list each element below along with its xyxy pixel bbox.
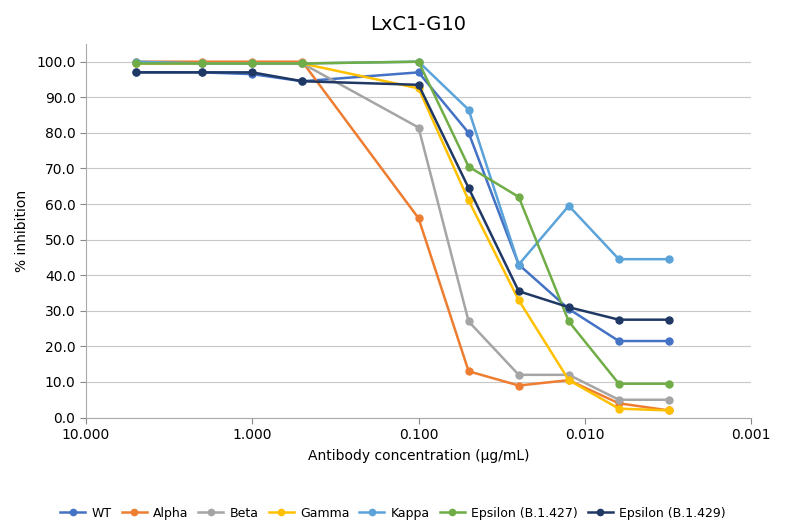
WT — [197, 69, 207, 75]
Epsilon (B.1.429) — [664, 316, 674, 323]
WT — [414, 69, 424, 75]
Alpha — [197, 58, 207, 65]
Alpha — [131, 58, 141, 65]
Gamma — [248, 61, 257, 67]
Gamma — [131, 61, 141, 67]
Epsilon (B.1.427) — [131, 61, 141, 67]
Beta — [614, 397, 623, 403]
Gamma — [197, 61, 207, 67]
Beta — [514, 372, 523, 378]
WT — [514, 261, 523, 268]
Kappa — [414, 58, 424, 65]
Epsilon (B.1.427) — [514, 194, 523, 200]
Epsilon (B.1.427) — [464, 164, 473, 170]
Kappa — [298, 61, 307, 67]
WT — [564, 306, 574, 312]
WT — [248, 71, 257, 78]
Epsilon (B.1.429) — [514, 288, 523, 294]
Epsilon (B.1.427) — [414, 58, 424, 65]
Beta — [248, 61, 257, 67]
Gamma — [564, 377, 574, 383]
Kappa — [564, 203, 574, 209]
Line: Epsilon (B.1.429): Epsilon (B.1.429) — [133, 69, 672, 323]
X-axis label: Antibody concentration (μg/mL): Antibody concentration (μg/mL) — [308, 449, 529, 463]
Epsilon (B.1.427) — [197, 61, 207, 67]
Beta — [414, 124, 424, 131]
Alpha — [514, 382, 523, 389]
Alpha — [614, 400, 623, 407]
Epsilon (B.1.429) — [614, 316, 623, 323]
Kappa — [614, 256, 623, 262]
Epsilon (B.1.429) — [464, 185, 473, 191]
WT — [131, 69, 141, 75]
Gamma — [614, 406, 623, 412]
Epsilon (B.1.429) — [197, 69, 207, 75]
Line: Kappa: Kappa — [133, 58, 672, 268]
Kappa — [464, 107, 473, 113]
Alpha — [564, 377, 574, 383]
Line: Epsilon (B.1.427): Epsilon (B.1.427) — [133, 58, 672, 387]
Beta — [131, 61, 141, 67]
Beta — [197, 61, 207, 67]
Line: WT: WT — [133, 69, 672, 345]
Gamma — [664, 407, 674, 414]
Beta — [298, 61, 307, 67]
WT — [664, 338, 674, 344]
Gamma — [464, 198, 473, 204]
Legend: WT, Alpha, Beta, Gamma, Kappa, Epsilon (B.1.427), Epsilon (B.1.429): WT, Alpha, Beta, Gamma, Kappa, Epsilon (… — [55, 502, 731, 525]
Gamma — [298, 61, 307, 67]
Alpha — [298, 58, 307, 65]
Epsilon (B.1.429) — [564, 304, 574, 311]
Beta — [564, 372, 574, 378]
Line: Gamma: Gamma — [133, 60, 672, 414]
Epsilon (B.1.429) — [248, 69, 257, 75]
Epsilon (B.1.429) — [414, 82, 424, 88]
Y-axis label: % inhibition: % inhibition — [15, 190, 29, 272]
Title: LxC1-G10: LxC1-G10 — [370, 15, 467, 34]
Gamma — [414, 85, 424, 91]
Kappa — [664, 256, 674, 262]
Epsilon (B.1.427) — [248, 61, 257, 67]
Kappa — [514, 261, 523, 268]
Kappa — [197, 61, 207, 67]
WT — [298, 78, 307, 84]
Kappa — [248, 61, 257, 67]
Gamma — [514, 297, 523, 303]
Alpha — [664, 407, 674, 414]
Beta — [664, 397, 674, 403]
Line: Beta: Beta — [133, 60, 672, 403]
Epsilon (B.1.427) — [298, 61, 307, 67]
Line: Alpha: Alpha — [133, 58, 672, 414]
Epsilon (B.1.429) — [131, 69, 141, 75]
Beta — [464, 318, 473, 324]
Kappa — [131, 58, 141, 65]
Epsilon (B.1.429) — [298, 78, 307, 84]
Alpha — [464, 368, 473, 374]
Epsilon (B.1.427) — [564, 318, 574, 324]
Alpha — [248, 58, 257, 65]
WT — [464, 130, 473, 136]
Epsilon (B.1.427) — [664, 381, 674, 387]
Alpha — [414, 215, 424, 221]
Epsilon (B.1.427) — [614, 381, 623, 387]
WT — [614, 338, 623, 344]
